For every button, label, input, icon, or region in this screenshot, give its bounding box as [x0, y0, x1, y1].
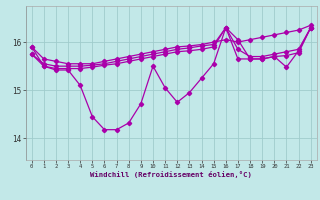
- X-axis label: Windchill (Refroidissement éolien,°C): Windchill (Refroidissement éolien,°C): [90, 171, 252, 178]
